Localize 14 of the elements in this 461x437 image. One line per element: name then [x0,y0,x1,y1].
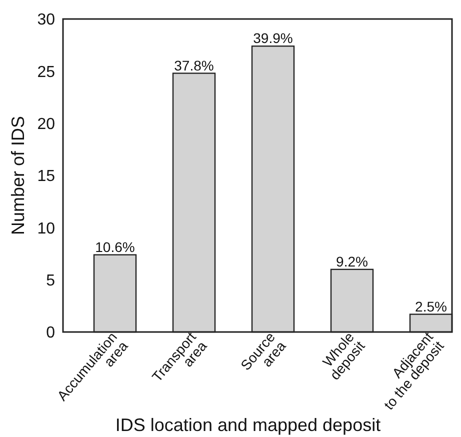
y-tick-label: 15 [37,168,56,186]
y-tick-label: 25 [37,64,56,81]
y-tick-label: 10 [37,220,56,238]
y-axis-title: Number of IDS [8,116,28,236]
y-tick-label: 20 [37,116,56,133]
y-tick-label: 0 [46,324,56,342]
annotation: 10.6% [95,238,135,255]
annotation: 37.8% [174,57,214,74]
annotation: 39.9% [253,30,293,46]
y-tick-label: 30 [37,12,56,29]
annotation: 2.5% [415,298,447,314]
x-axis-title: IDS location and mapped deposit [115,415,381,435]
annotation: 9.2% [336,253,368,270]
y-tick-label: 5 [46,272,56,290]
